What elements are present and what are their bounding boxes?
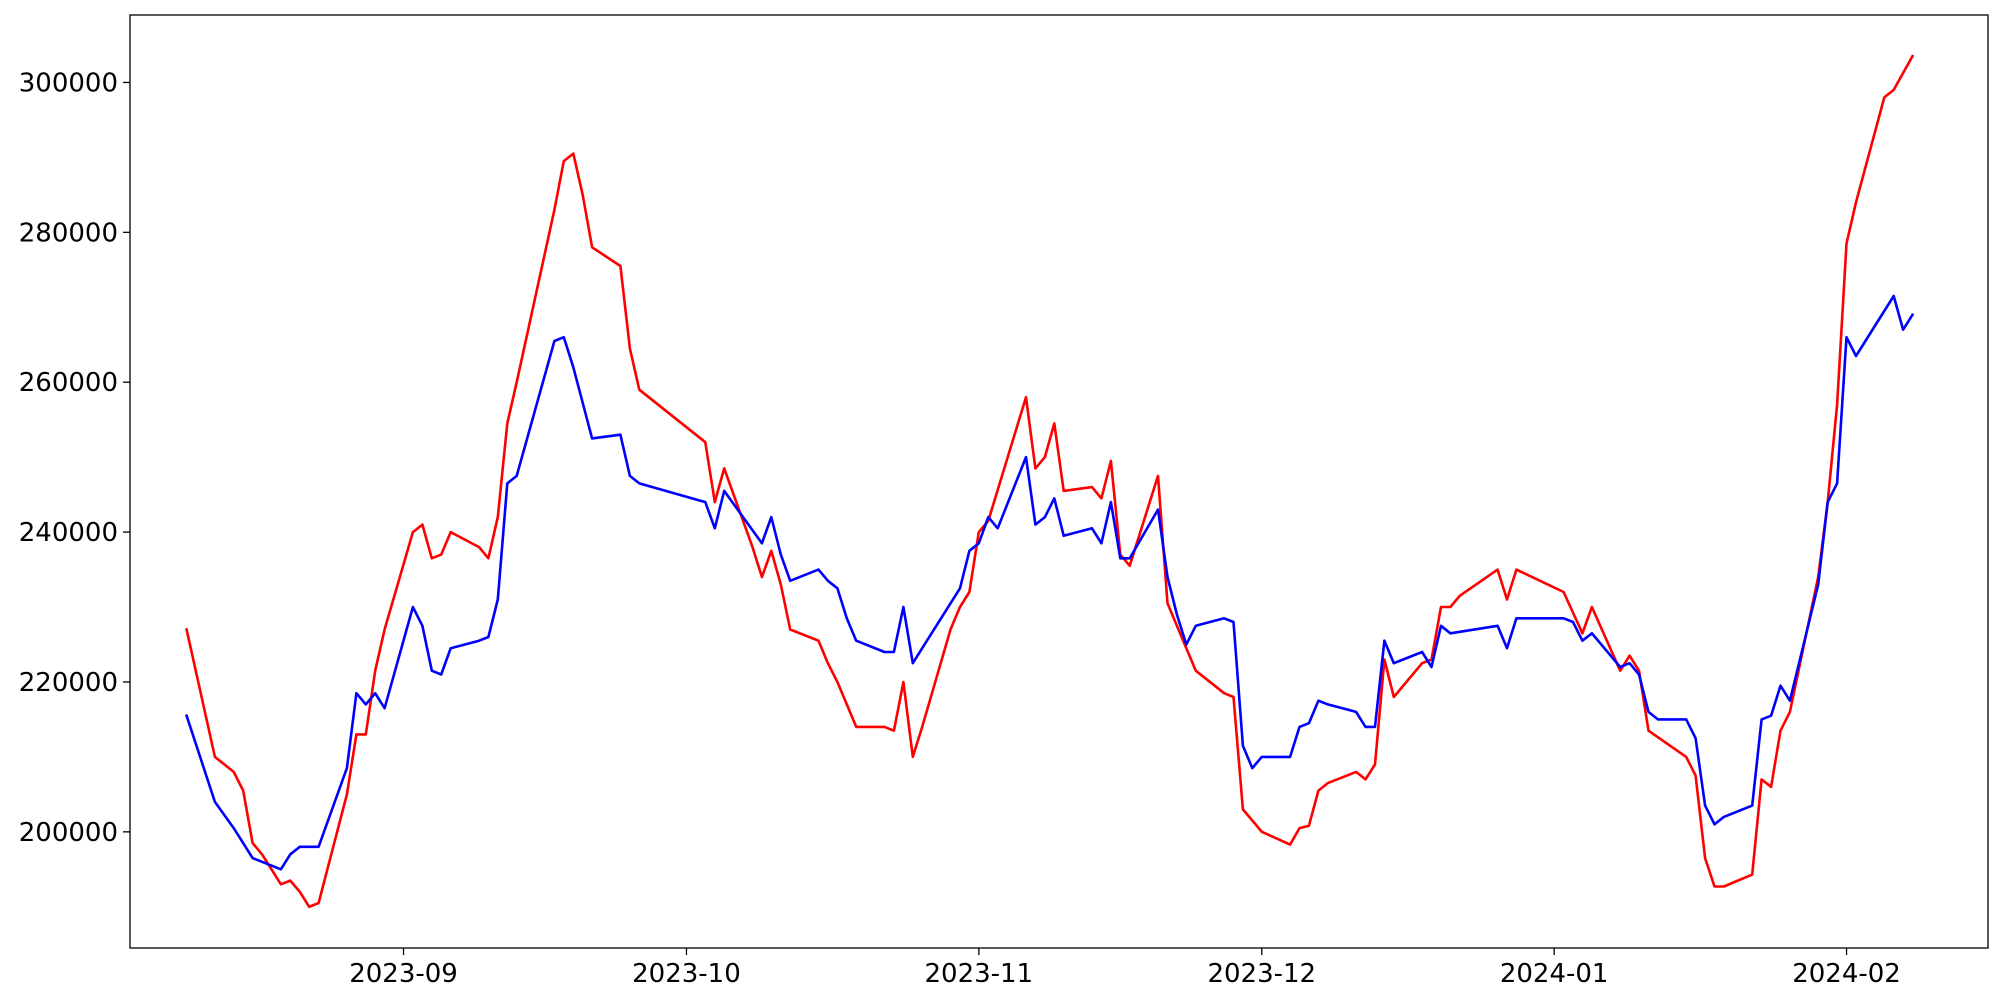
y-axis: 200000 220000 240000 260000 280000 300000 [19, 68, 130, 848]
y-tick-label: 220000 [19, 668, 118, 698]
y-tick-label: 280000 [19, 218, 118, 248]
x-tick-label: 2023-10 [632, 959, 741, 989]
x-axis: 2023-09 2023-10 2023-11 2023-12 2024-01 2024-… [349, 948, 1901, 989]
y-tick-label: 240000 [19, 518, 118, 548]
series-1-line [184, 294, 1915, 871]
x-tick-label: 2023-12 [1207, 959, 1316, 989]
x-tick-label: 2024-01 [1500, 959, 1609, 989]
x-tick-label: 2023-09 [349, 959, 458, 989]
x-tick-label: 2023-11 [925, 959, 1034, 989]
x-tick-label: 2024-02 [1792, 959, 1901, 989]
plot-area [130, 15, 1988, 948]
plot-frame [129, 14, 1989, 949]
y-tick-label: 300000 [19, 68, 118, 98]
series-0-line [185, 54, 1915, 909]
y-tick-label: 260000 [19, 368, 118, 398]
y-tick-label: 200000 [19, 818, 118, 848]
series-layer [184, 54, 1915, 909]
